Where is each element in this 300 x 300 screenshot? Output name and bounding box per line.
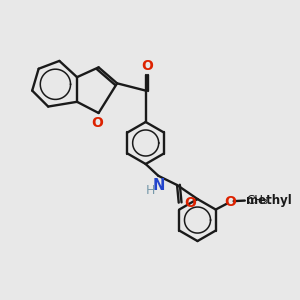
Text: N: N [153,178,165,193]
Text: H: H [146,184,155,197]
Text: O: O [91,116,103,130]
Text: methyl: methyl [246,194,291,207]
Text: O: O [141,59,153,73]
Text: O: O [224,195,236,209]
Text: CH₃: CH₃ [246,194,268,207]
Text: O: O [184,196,196,210]
